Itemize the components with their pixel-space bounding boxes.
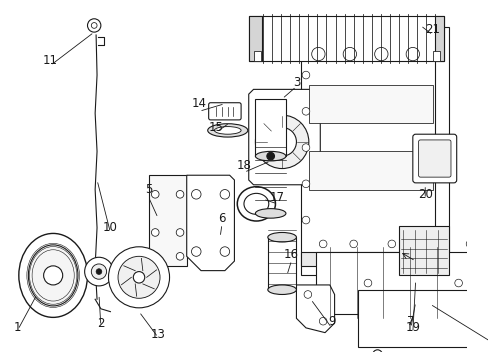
Ellipse shape xyxy=(207,124,247,137)
FancyBboxPatch shape xyxy=(301,252,439,266)
Circle shape xyxy=(454,279,462,287)
FancyBboxPatch shape xyxy=(418,140,450,177)
Polygon shape xyxy=(148,175,186,266)
Circle shape xyxy=(372,350,382,359)
Circle shape xyxy=(311,48,325,61)
Circle shape xyxy=(133,271,144,283)
Circle shape xyxy=(220,189,229,199)
FancyBboxPatch shape xyxy=(399,226,448,275)
Text: 15: 15 xyxy=(208,121,224,134)
FancyBboxPatch shape xyxy=(434,27,448,294)
Circle shape xyxy=(87,19,101,32)
Circle shape xyxy=(255,115,308,168)
FancyBboxPatch shape xyxy=(432,51,440,61)
Text: 5: 5 xyxy=(144,183,152,196)
Circle shape xyxy=(364,279,371,287)
Circle shape xyxy=(191,189,201,199)
Circle shape xyxy=(304,291,311,298)
FancyBboxPatch shape xyxy=(358,290,467,347)
Text: 13: 13 xyxy=(150,328,165,341)
Circle shape xyxy=(43,266,62,285)
FancyBboxPatch shape xyxy=(267,237,296,290)
Ellipse shape xyxy=(255,152,285,161)
Text: 20: 20 xyxy=(417,188,432,201)
Ellipse shape xyxy=(255,208,285,218)
Circle shape xyxy=(108,247,169,308)
Circle shape xyxy=(374,48,387,61)
Circle shape xyxy=(319,240,326,248)
FancyBboxPatch shape xyxy=(308,85,432,123)
Text: 6: 6 xyxy=(218,212,225,225)
FancyBboxPatch shape xyxy=(315,252,477,314)
Circle shape xyxy=(387,240,395,248)
Circle shape xyxy=(91,264,106,279)
Circle shape xyxy=(302,144,309,152)
Polygon shape xyxy=(296,285,334,333)
Circle shape xyxy=(343,48,356,61)
FancyBboxPatch shape xyxy=(434,16,444,61)
Text: 9: 9 xyxy=(327,315,335,328)
Text: 7: 7 xyxy=(407,315,414,328)
Ellipse shape xyxy=(267,233,296,242)
Circle shape xyxy=(220,247,229,256)
FancyBboxPatch shape xyxy=(301,46,439,275)
Circle shape xyxy=(84,257,113,286)
Text: 11: 11 xyxy=(43,54,58,67)
Circle shape xyxy=(349,240,357,248)
Circle shape xyxy=(191,247,201,256)
Circle shape xyxy=(302,108,309,115)
FancyBboxPatch shape xyxy=(248,16,444,61)
Polygon shape xyxy=(248,89,320,185)
Circle shape xyxy=(151,229,159,236)
FancyBboxPatch shape xyxy=(412,134,456,183)
Ellipse shape xyxy=(214,127,241,134)
Text: 16: 16 xyxy=(284,248,299,261)
Circle shape xyxy=(176,229,183,236)
Circle shape xyxy=(91,23,97,28)
Text: 19: 19 xyxy=(405,321,420,334)
FancyBboxPatch shape xyxy=(248,16,262,61)
FancyBboxPatch shape xyxy=(253,51,261,61)
Circle shape xyxy=(302,216,309,224)
Polygon shape xyxy=(186,175,234,271)
Text: 14: 14 xyxy=(191,97,206,110)
Circle shape xyxy=(267,127,296,156)
Ellipse shape xyxy=(19,233,87,318)
Circle shape xyxy=(319,318,326,325)
Text: 3: 3 xyxy=(292,76,300,89)
Text: 21: 21 xyxy=(425,23,440,36)
Circle shape xyxy=(302,180,309,188)
Circle shape xyxy=(176,252,183,260)
FancyBboxPatch shape xyxy=(255,99,285,156)
Circle shape xyxy=(406,48,419,61)
Text: 18: 18 xyxy=(236,159,251,172)
Text: 17: 17 xyxy=(269,191,285,204)
FancyBboxPatch shape xyxy=(308,152,432,189)
Circle shape xyxy=(118,256,160,298)
Circle shape xyxy=(96,269,102,274)
Ellipse shape xyxy=(244,193,268,214)
Text: 1: 1 xyxy=(14,321,21,334)
Ellipse shape xyxy=(28,245,78,306)
FancyBboxPatch shape xyxy=(208,103,241,120)
Text: 2: 2 xyxy=(97,316,104,330)
Circle shape xyxy=(151,190,159,198)
Circle shape xyxy=(176,190,183,198)
Circle shape xyxy=(266,152,274,160)
Ellipse shape xyxy=(237,187,275,221)
Circle shape xyxy=(465,240,473,248)
Circle shape xyxy=(151,252,159,260)
Circle shape xyxy=(302,71,309,79)
Text: 10: 10 xyxy=(103,221,118,234)
Ellipse shape xyxy=(267,285,296,294)
